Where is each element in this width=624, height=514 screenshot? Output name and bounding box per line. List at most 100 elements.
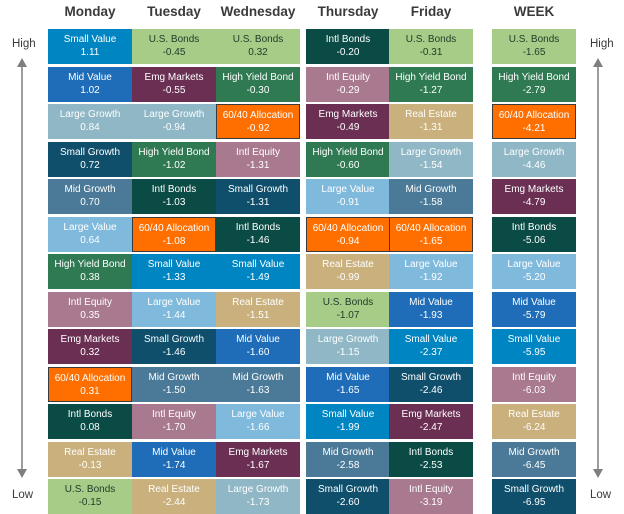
asset-return-value: -1.33 — [162, 272, 186, 283]
tile-week-small-value: Small Value -5.95 — [492, 329, 576, 364]
asset-name: Intl Bonds — [408, 446, 454, 458]
tile-monday-small-growth: Small Growth 0.72 — [48, 141, 132, 177]
asset-return-value: -1.49 — [246, 272, 270, 283]
asset-name: Small Value — [321, 409, 375, 420]
tile-thursday-real-estate: Real Estate -0.99 — [306, 254, 390, 289]
asset-name: Large Growth — [59, 109, 121, 120]
asset-name: Emg Markets — [60, 334, 120, 345]
asset-return-value: 0.70 — [80, 197, 100, 208]
asset-name: U.S. Bonds — [322, 296, 374, 308]
tile-monday-60-40-allocation: 60/40 Allocation 0.31 — [48, 366, 132, 402]
asset-return-value: -1.73 — [246, 497, 270, 508]
tile-tuesday-real-estate: Real Estate -2.44 — [132, 479, 216, 514]
asset-name: Mid Growth — [405, 184, 457, 195]
tile-thursday-intl-equity: Intl Equity -0.29 — [306, 66, 390, 102]
asset-name: Intl Bonds — [151, 184, 197, 195]
asset-return-value: -1.74 — [162, 459, 186, 471]
tile-monday-intl-equity: Intl Equity 0.35 — [48, 291, 132, 327]
asset-return-value: -1.58 — [419, 197, 443, 208]
asset-return-value: -5.06 — [522, 234, 546, 246]
asset-name: Mid Growth — [232, 371, 284, 383]
tile-monday-mid-value: Mid Value 1.02 — [48, 66, 132, 102]
asset-return-value: -6.45 — [522, 459, 546, 471]
asset-return-value: -0.13 — [78, 459, 102, 471]
asset-return-value: -1.65 — [419, 235, 443, 247]
tile-wednesday-small-value: Small Value -1.49 — [216, 254, 300, 289]
asset-name: Real Estate — [508, 409, 560, 420]
asset-name: Mid Growth — [64, 184, 116, 195]
asset-return-value: 0.64 — [80, 234, 100, 246]
asset-return-value: 0.08 — [80, 422, 100, 433]
low-label-right: Low — [590, 489, 612, 501]
asset-name: Large Growth — [317, 334, 379, 345]
asset-name: Real Estate — [232, 296, 284, 308]
asset-name: Large Value — [404, 259, 458, 270]
asset-name: Mid Value — [326, 371, 370, 383]
asset-name: Mid Value — [68, 71, 112, 83]
asset-return-value: -1.92 — [419, 272, 443, 283]
tile-monday-real-estate: Real Estate -0.13 — [48, 441, 132, 477]
asset-return-value: -5.95 — [522, 347, 546, 358]
asset-return-value: -1.60 — [246, 347, 270, 358]
asset-name: U.S. Bonds — [508, 34, 560, 45]
tile-monday-mid-growth: Mid Growth 0.70 — [48, 179, 132, 214]
tile-friday-small-growth: Small Growth -2.46 — [389, 366, 473, 402]
asset-name: Large Value — [231, 409, 285, 420]
tile-wednesday-u-s-bonds: U.S. Bonds 0.32 — [216, 29, 300, 64]
tile-thursday-large-value: Large Value -0.91 — [306, 179, 390, 214]
asset-name: Real Estate — [405, 109, 457, 120]
asset-name: Mid Value — [409, 296, 453, 308]
tile-friday-60-40-allocation: 60/40 Allocation -1.65 — [389, 216, 473, 252]
asset-return-value: -0.15 — [78, 497, 102, 508]
asset-return-value: -1.08 — [162, 235, 186, 247]
asset-name: Intl Equity — [152, 409, 196, 420]
high-label-right: High — [590, 38, 614, 50]
tile-monday-intl-bonds: Intl Bonds 0.08 — [48, 404, 132, 439]
asset-return-value: -1.99 — [336, 422, 360, 433]
asset-name: Intl Equity — [409, 484, 453, 495]
tile-friday-intl-equity: Intl Equity -3.19 — [389, 479, 473, 514]
asset-return-value: -1.65 — [336, 384, 360, 396]
asset-name: 60/40 Allocation — [498, 110, 570, 121]
asset-return-value: 0.32 — [80, 347, 100, 358]
asset-name: Intl Bonds — [235, 221, 281, 233]
asset-return-value: -6.95 — [522, 497, 546, 508]
tile-monday-large-value: Large Value 0.64 — [48, 216, 132, 252]
tile-tuesday-small-value: Small Value -1.33 — [132, 254, 216, 289]
asset-name: High Yield Bond — [222, 71, 294, 83]
asset-return-value: -1.50 — [162, 384, 186, 396]
low-label-left: Low — [12, 489, 34, 501]
asset-name: Small Growth — [59, 146, 120, 158]
tile-wednesday-small-growth: Small Growth -1.31 — [216, 179, 300, 214]
asset-return-value: -0.49 — [336, 122, 360, 133]
asset-return-value: 0.31 — [80, 385, 100, 397]
asset-return-value: -1.31 — [246, 197, 270, 208]
asset-name: Small Value — [507, 334, 561, 345]
tile-week-intl-equity: Intl Equity -6.03 — [492, 366, 576, 402]
tile-week-large-value: Large Value -5.20 — [492, 254, 576, 289]
tile-friday-small-value: Small Value -2.37 — [389, 329, 473, 364]
asset-return-value: -2.58 — [336, 459, 360, 471]
asset-return-value: -1.02 — [162, 159, 186, 171]
asset-return-value: -1.46 — [246, 234, 270, 246]
asset-return-value: -1.93 — [419, 309, 443, 321]
tile-friday-emg-markets: Emg Markets -2.47 — [389, 404, 473, 439]
asset-return-value: -5.20 — [522, 272, 546, 283]
asset-return-value: -0.55 — [162, 84, 186, 96]
tile-monday-small-value: Small Value 1.11 — [48, 29, 132, 64]
asset-return-value: 1.11 — [80, 47, 100, 58]
asset-return-value: 0.38 — [80, 272, 100, 283]
tile-thursday-mid-growth: Mid Growth -2.58 — [306, 441, 390, 477]
asset-return-value: -5.79 — [522, 309, 546, 321]
asset-return-value: -0.91 — [336, 197, 360, 208]
tile-friday-mid-growth: Mid Growth -1.58 — [389, 179, 473, 214]
asset-name: Large Growth — [503, 146, 565, 158]
tile-friday-large-growth: Large Growth -1.54 — [389, 141, 473, 177]
asset-name: Small Growth — [227, 184, 288, 195]
asset-return-value: -0.60 — [336, 159, 360, 171]
asset-name: Large Value — [507, 259, 561, 270]
asset-return-value: -1.31 — [246, 159, 270, 171]
asset-name: Mid Growth — [148, 371, 200, 383]
asset-return-value: -6.24 — [522, 422, 546, 433]
tile-tuesday-intl-bonds: Intl Bonds -1.03 — [132, 179, 216, 214]
